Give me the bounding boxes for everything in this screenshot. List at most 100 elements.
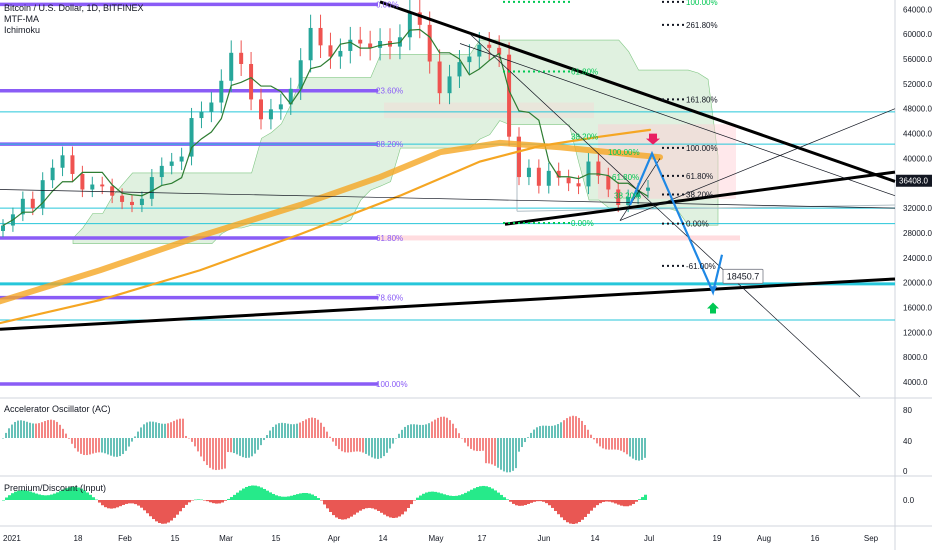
premium-bar — [143, 500, 146, 511]
premium-bar — [257, 486, 260, 500]
premium-bar — [17, 490, 20, 500]
premium-bar — [590, 500, 593, 511]
oscillator-bar — [173, 420, 175, 438]
oscillator-bar — [464, 438, 466, 443]
oscillator-bar — [332, 438, 334, 442]
oscillator-bar — [53, 420, 55, 438]
time-axis-tick-label: Feb — [118, 534, 132, 543]
candle-body — [417, 12, 422, 25]
premium-bar — [116, 500, 119, 508]
oscillator-bar — [416, 424, 418, 438]
premium-bar — [251, 485, 254, 500]
trendline-thin — [619, 108, 896, 221]
premium-bar — [224, 500, 227, 501]
moving-average-line — [0, 139, 663, 305]
premium-bar — [557, 500, 560, 515]
candle-body — [239, 52, 244, 64]
premium-bar — [2, 500, 5, 501]
premium-bar — [8, 495, 11, 500]
pane2-tick-label: 80 — [903, 406, 912, 415]
oscillator-bar — [89, 438, 91, 455]
target-price-label: 18450.7 — [727, 271, 760, 281]
premium-bar — [203, 500, 206, 501]
oscillator-bar — [194, 438, 196, 447]
legend-main-title: Bitcoin / U.S. Dollar, 1D, BITFINEX — [4, 3, 144, 13]
candle-body — [80, 173, 85, 190]
oscillator-bar — [125, 438, 127, 451]
premium-bar — [227, 498, 230, 500]
oscillator-bar — [377, 438, 379, 459]
price-axis-tick-label: 60000.0 — [903, 30, 932, 39]
trendline-thin — [459, 43, 896, 197]
oscillator-bar — [284, 423, 286, 438]
fib-zone — [378, 235, 740, 241]
oscillator-bar — [356, 438, 358, 452]
oscillator-bar — [143, 424, 145, 438]
premium-bar — [482, 485, 485, 500]
premium-bar — [503, 497, 506, 500]
premium-bar — [92, 497, 95, 500]
candle-body — [40, 180, 45, 209]
premium-bar — [608, 500, 611, 502]
candle-body — [288, 88, 293, 105]
oscillator-bar — [503, 438, 505, 472]
premium-bar — [122, 500, 125, 505]
premium-bar — [599, 500, 602, 504]
premium-bar — [197, 499, 200, 500]
candle-body — [596, 161, 601, 176]
premium-bar — [239, 490, 242, 500]
time-axis-tick-label: Jun — [538, 534, 551, 543]
premium-bar — [308, 493, 311, 500]
premium-bar — [386, 500, 389, 517]
price-axis-tick-label: 64000.0 — [903, 5, 932, 14]
oscillator-bar — [605, 438, 607, 450]
oscillator-bar — [455, 428, 457, 438]
oscillator-bar — [542, 425, 544, 438]
oscillator-bar — [608, 438, 610, 450]
oscillator-bar — [482, 438, 484, 451]
premium-bar — [104, 500, 107, 508]
oscillator-bar — [14, 421, 16, 438]
premium-bar — [314, 496, 317, 500]
candle-body — [477, 44, 482, 57]
premium-bar — [278, 496, 281, 500]
projection-arrow-head — [709, 286, 717, 295]
premium-bar — [452, 495, 455, 500]
oscillator-bar — [65, 433, 67, 438]
premium-bar — [611, 500, 614, 503]
premium-bar — [236, 492, 239, 500]
premium-bar — [413, 500, 416, 501]
candle-body — [626, 196, 631, 206]
premium-bar — [623, 500, 626, 507]
oscillator-bar — [431, 421, 433, 438]
oscillator-bar — [641, 438, 643, 460]
price-axis-tick-label: 28000.0 — [903, 229, 932, 238]
premium-bar — [299, 493, 302, 500]
premium-bar — [269, 492, 272, 500]
oscillator-bar — [437, 417, 439, 438]
pane2-tick-label: 40 — [903, 437, 912, 446]
premium-bar — [68, 487, 71, 500]
oscillator-bar — [440, 416, 442, 438]
oscillator-bar — [32, 423, 34, 438]
premium-bar — [392, 500, 395, 518]
oscillator-bar — [200, 438, 202, 457]
premium-bar — [377, 500, 380, 511]
candle-body — [179, 156, 184, 162]
oscillator-bar — [347, 438, 349, 453]
oscillator-bar — [296, 423, 298, 438]
premium-bar — [617, 500, 620, 505]
premium-bar — [572, 500, 575, 524]
premium-bar — [14, 491, 17, 500]
time-axis-tick-label: 16 — [811, 534, 820, 543]
pane3-tick-label: 0.0 — [903, 496, 915, 505]
premium-bar — [50, 494, 53, 500]
oscillator-bar — [518, 438, 520, 452]
oscillator-bar — [257, 438, 259, 450]
candle-body — [378, 41, 383, 48]
oscillator-bar — [119, 438, 121, 457]
premium-bar — [578, 500, 581, 523]
oscillator-bar — [365, 438, 367, 454]
premium-bar — [56, 492, 59, 500]
